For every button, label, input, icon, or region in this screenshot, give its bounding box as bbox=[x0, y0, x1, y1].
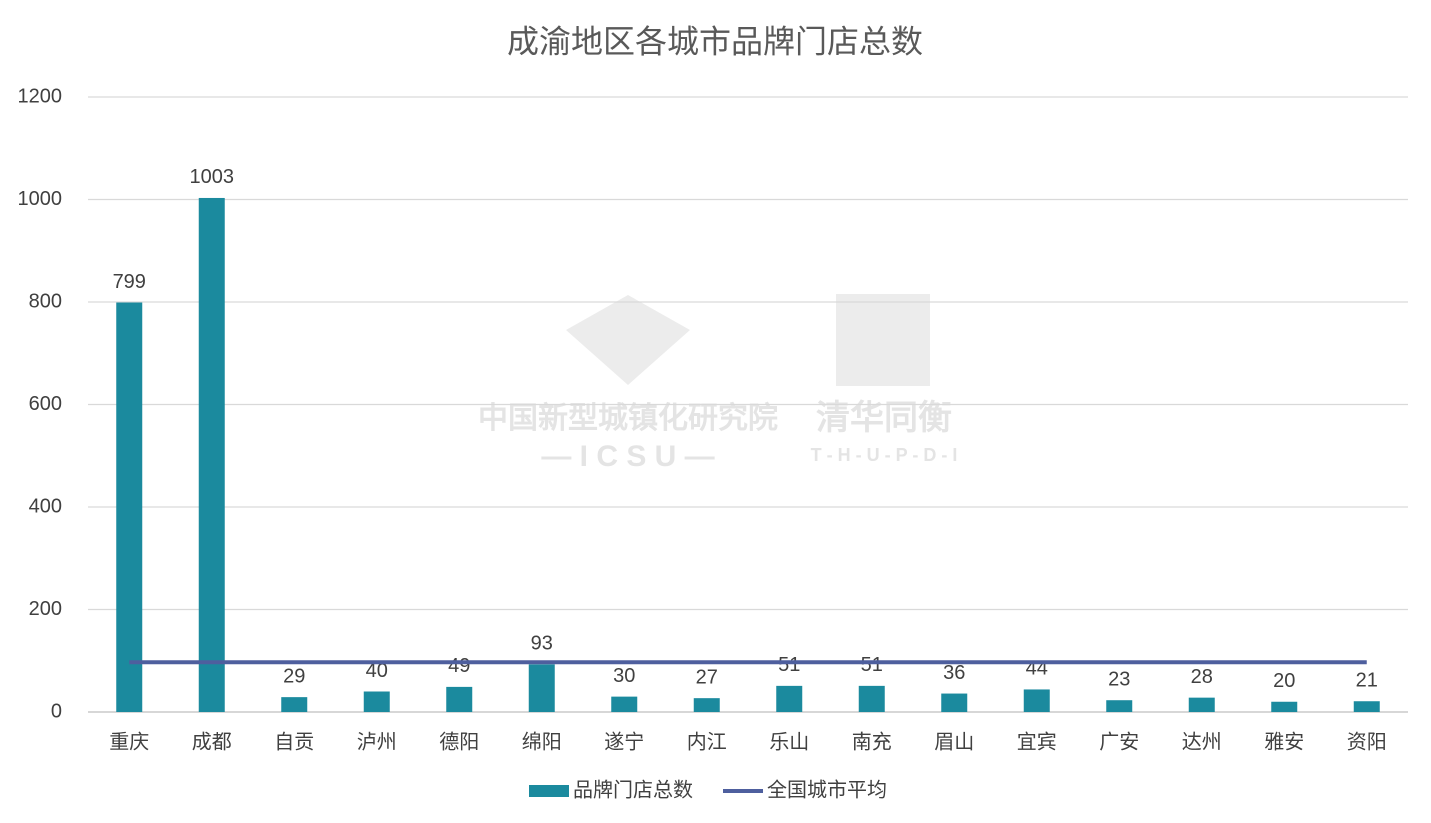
watermark-text: T - H - U - P - D - I bbox=[811, 445, 958, 465]
x-tick-label: 成都 bbox=[192, 730, 232, 753]
watermark-text: 中国新型城镇化研究院 bbox=[478, 401, 778, 435]
x-tick-label: 达州 bbox=[1182, 730, 1222, 753]
y-tick-label: 200 bbox=[29, 598, 62, 620]
watermark-text: — I C S U — bbox=[541, 440, 714, 473]
bar bbox=[116, 302, 143, 712]
x-tick-label: 雅安 bbox=[1264, 730, 1304, 753]
bar bbox=[611, 696, 638, 712]
x-tick-label: 南充 bbox=[852, 730, 892, 753]
x-tick-label: 德阳 bbox=[439, 730, 479, 753]
y-tick-label: 800 bbox=[29, 290, 62, 312]
x-tick-label: 重庆 bbox=[109, 730, 149, 753]
data-label: 21 bbox=[1356, 670, 1378, 692]
watermark-logo bbox=[566, 295, 690, 385]
x-tick-label: 眉山 bbox=[934, 730, 974, 753]
chart-title: 成渝地区各城市品牌门店总数 bbox=[507, 23, 923, 59]
bar bbox=[858, 685, 885, 712]
bar bbox=[693, 698, 720, 712]
x-tick-label: 宜宾 bbox=[1017, 730, 1057, 753]
data-label: 93 bbox=[531, 633, 553, 655]
legend-swatch bbox=[529, 785, 569, 797]
data-label: 30 bbox=[613, 665, 635, 687]
bar bbox=[528, 664, 555, 712]
data-label: 28 bbox=[1191, 666, 1213, 688]
data-label: 40 bbox=[366, 660, 388, 682]
watermark-text: 清华同衡 bbox=[816, 399, 952, 437]
bar bbox=[446, 686, 473, 712]
legend-label: 全国城市平均 bbox=[767, 778, 887, 801]
x-tick-label: 绵阳 bbox=[522, 730, 562, 753]
bar bbox=[363, 691, 390, 712]
data-label: 51 bbox=[861, 654, 883, 676]
y-tick-label: 400 bbox=[29, 495, 62, 517]
x-tick-label: 广安 bbox=[1099, 730, 1139, 753]
bar bbox=[1271, 701, 1298, 712]
bar bbox=[1023, 689, 1050, 712]
bar bbox=[776, 685, 803, 712]
bar bbox=[281, 697, 308, 712]
bar bbox=[1188, 697, 1215, 712]
data-label: 51 bbox=[778, 654, 800, 676]
x-tick-label: 泸州 bbox=[357, 730, 397, 753]
bar bbox=[1353, 701, 1380, 712]
data-label: 20 bbox=[1273, 670, 1295, 692]
bar bbox=[941, 693, 968, 712]
data-label: 49 bbox=[448, 655, 470, 677]
data-label: 799 bbox=[113, 271, 146, 293]
x-tick-label: 自贡 bbox=[274, 730, 314, 753]
x-tick-label: 遂宁 bbox=[604, 730, 644, 753]
x-tick-label: 乐山 bbox=[769, 730, 809, 753]
data-label: 27 bbox=[696, 666, 718, 688]
x-tick-label: 内江 bbox=[687, 730, 727, 753]
watermark: 中国新型城镇化研究院 — I C S U — 清华同衡 T - H - U - … bbox=[478, 294, 957, 473]
y-tick-label: 600 bbox=[29, 393, 62, 415]
legend-label: 品牌门店总数 bbox=[573, 778, 693, 801]
y-tick-label: 0 bbox=[51, 700, 62, 722]
watermark-logo bbox=[836, 294, 930, 386]
y-tick-label: 1200 bbox=[18, 85, 63, 107]
data-label: 29 bbox=[283, 665, 305, 687]
x-tick-label: 资阳 bbox=[1347, 730, 1387, 753]
data-label: 1003 bbox=[190, 166, 235, 188]
y-tick-label: 1000 bbox=[18, 188, 63, 210]
data-label: 23 bbox=[1108, 668, 1130, 690]
data-label: 36 bbox=[943, 662, 965, 684]
bar bbox=[198, 197, 225, 712]
bar bbox=[1106, 700, 1133, 712]
